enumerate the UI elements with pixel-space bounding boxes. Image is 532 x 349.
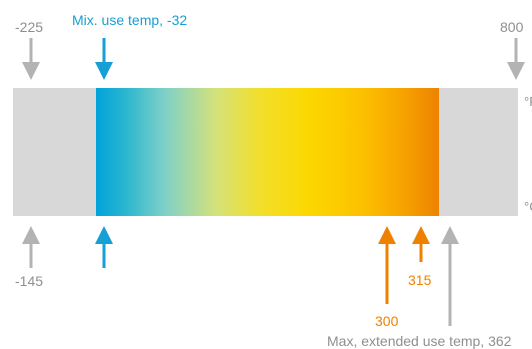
label-min-use-temp: Mix. use temp, -32 [72,12,188,28]
use-range-gradient-band [96,88,439,216]
label-unit-bottom: °C [524,199,532,214]
arrow-up-icon-min-use-bottom [95,226,113,268]
arrow-up-icon-315 [412,226,430,262]
label-value-315: 315 [408,272,432,288]
arrow-up-icon-max-extended [441,226,459,326]
label-value-300: 300 [375,313,399,329]
label-bottom-left-value: -145 [15,273,44,289]
label-top-left-value: -225 [15,19,44,35]
label-unit-top: °F [524,94,532,109]
arrow-down-icon-top-left [22,38,40,80]
arrow-down-icon-min-use [95,38,113,80]
arrow-up-icon-300 [378,226,396,304]
label-max-extended-use-temp: Max, extended use temp, 362 [327,333,512,349]
arrow-up-icon-bottom-left [22,226,40,268]
arrow-down-icon-top-right [507,38,525,80]
label-top-right-value: 800 [500,19,524,35]
